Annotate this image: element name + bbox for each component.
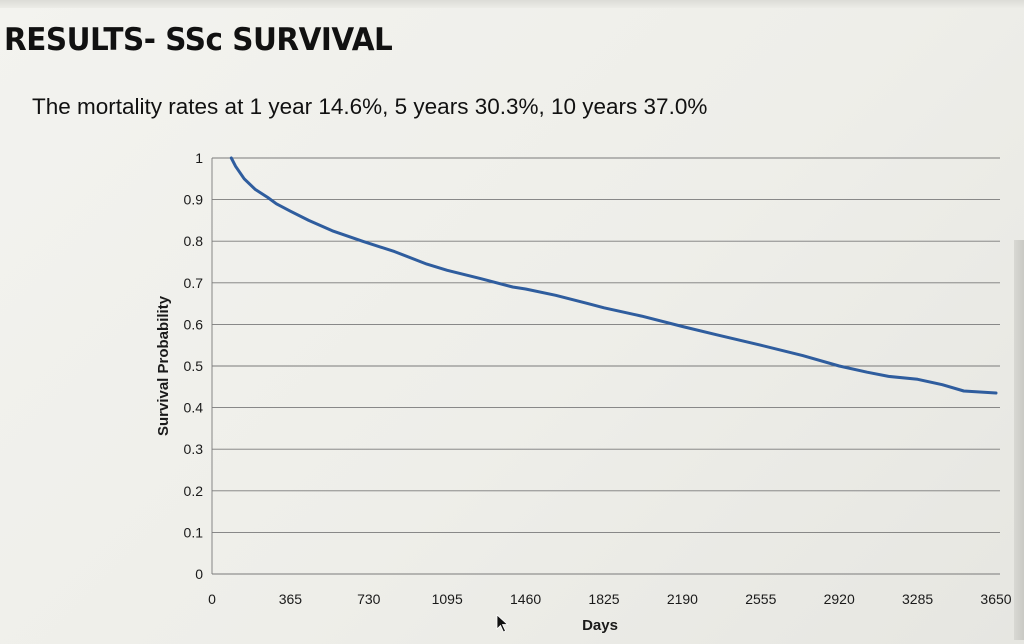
screen-bezel-edge	[1014, 240, 1024, 640]
slide-title: RESULTS- SSc SURVIVAL	[4, 22, 393, 58]
mouse-cursor-icon	[496, 614, 509, 633]
y-tick-label: 0.3	[184, 441, 204, 457]
y-tick-label: 0.1	[184, 524, 204, 540]
x-tick-label: 1825	[588, 591, 619, 607]
x-tick-label: 365	[279, 591, 303, 607]
slide-subtitle: The mortality rates at 1 year 14.6%, 5 y…	[32, 94, 708, 119]
y-tick-label: 0.2	[184, 483, 204, 499]
y-tick-label: 0.8	[184, 233, 204, 249]
y-axis-title: Survival Probability	[155, 295, 172, 436]
y-tick-label: 0.9	[184, 192, 204, 208]
y-tick-label: 0	[195, 566, 203, 582]
x-tick-label: 1460	[510, 591, 541, 607]
x-tick-label: 3285	[902, 591, 933, 607]
x-tick-label: 2555	[745, 591, 776, 607]
x-tick-label: 2920	[824, 591, 855, 607]
y-tick-label: 0.6	[184, 316, 204, 332]
y-tick-label: 0.7	[184, 275, 204, 291]
y-tick-label: 1	[195, 150, 203, 166]
top-strip	[0, 0, 1024, 8]
x-tick-label: 0	[208, 591, 216, 607]
y-tick-label: 0.4	[184, 400, 204, 416]
y-tick-label: 0.5	[184, 358, 204, 374]
x-tick-label: 3650	[980, 591, 1011, 607]
survival-curve-line	[229, 156, 998, 395]
x-tick-label: 730	[357, 591, 381, 607]
x-axis-title: Days	[582, 617, 618, 634]
x-tick-label: 1095	[432, 591, 463, 607]
x-tick-label: 2190	[667, 591, 698, 607]
